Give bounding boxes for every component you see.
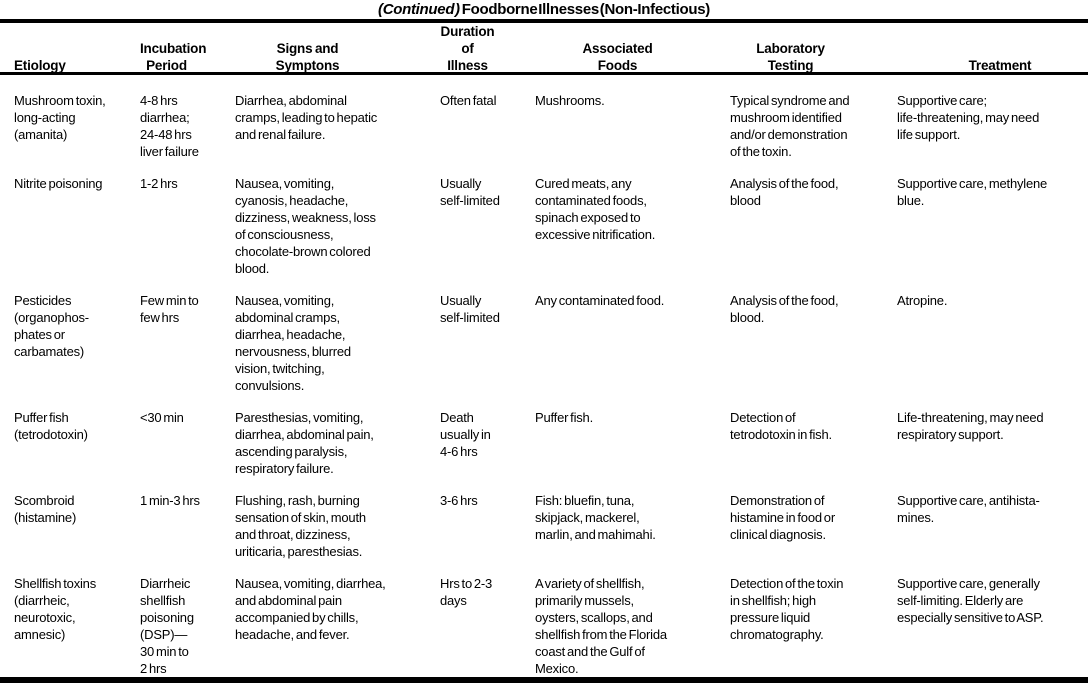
column-header-foods: Associated Foods [582, 41, 653, 73]
cell-foods: Any contaminated food. [535, 293, 665, 308]
cell-incubation: <30 min [140, 410, 184, 425]
cell-etiology: Pesticides (organophos- phates or carbam… [14, 293, 89, 359]
table-row: Scombroid (histamine) 1 min-3 hrs Flushi… [0, 492, 1088, 560]
column-header-incubation: Incubation Period [140, 41, 207, 73]
cell-foods: A variety of shellfish, primarily mussel… [535, 576, 667, 676]
cell-duration: Death usually in 4-6 hrs [440, 410, 491, 459]
table-row: Pesticides (organophos- phates or carbam… [0, 292, 1088, 394]
cell-duration: Often fatal [440, 93, 497, 108]
cell-signs: Flushing, rash, burning sensation of ski… [235, 493, 366, 559]
cell-etiology: Scombroid (histamine) [14, 493, 77, 525]
cell-lab: Detection of tetrodotoxin in fish. [730, 410, 832, 442]
cell-incubation: Diarrheic shellfish poisoning (DSP)— 30 … [140, 576, 194, 676]
cell-etiology: Mushroom toxin, long-acting (amanita) [14, 93, 106, 142]
table-row: Mushroom toxin, long-acting (amanita) 4-… [0, 92, 1088, 160]
table-row: Nitrite poisoning 1-2 hrs Nausea, vomiti… [0, 175, 1088, 277]
cell-signs: Nausea, vomiting, cyanosis, headache, di… [235, 176, 376, 276]
title-continued-label: (Continued ) [378, 1, 460, 18]
top-rule [0, 19, 1088, 23]
cell-foods: Mushrooms. [535, 93, 605, 108]
cell-lab: Analysis of the food, blood. [730, 293, 839, 325]
cell-lab: Analysis of the food, blood [730, 176, 839, 208]
header-rule [0, 72, 1088, 75]
cell-etiology: Nitrite poisoning [14, 176, 103, 191]
cell-treatment: Supportive care, methylene blue. [897, 176, 1048, 208]
title-main-label: Foodborne Illnesses (Non-Infectious) [461, 1, 711, 18]
cell-signs: Paresthesias, vomiting, diarrhea, abdomi… [235, 410, 374, 476]
cell-foods: Cured meats, any contaminated foods, spi… [535, 176, 656, 242]
cell-duration: Hrs to 2-3 days [440, 576, 493, 608]
cell-foods: Puffer fish. [535, 410, 594, 425]
bottom-rule [0, 677, 1088, 683]
table-row: Puffer fish (tetrodotoxin) <30 min Pares… [0, 409, 1088, 477]
cell-treatment: Life-threatening, may need respiratory s… [897, 410, 1044, 442]
cell-treatment: Supportive care; life-threatening, may n… [897, 93, 1040, 142]
cell-incubation: 4-8 hrs diarrhea; 24-48 hrs liver failur… [140, 93, 199, 159]
cell-incubation: 1-2 hrs [140, 176, 178, 191]
column-header-etiology: Etiology [14, 58, 66, 73]
cell-foods: Fish: bluefin, tuna, skipjack, mackerel,… [535, 493, 656, 542]
cell-etiology: Puffer fish (tetrodotoxin) [14, 410, 88, 442]
cell-signs: Nausea, vomiting, diarrhea, and abdomina… [235, 576, 386, 642]
cell-signs: Nausea, vomiting, abdominal cramps, diar… [235, 293, 351, 393]
column-header-duration: Duration of Illness [440, 24, 495, 73]
cell-lab: Typical syndrome and mushroom identified… [730, 93, 850, 159]
column-header-treatment: Treatment [968, 58, 1032, 73]
table-header-row: Etiology Incubation Period Signs and Sym… [0, 23, 1088, 73]
cell-incubation: Few min to few hrs [140, 293, 199, 325]
cell-lab: Detection of the toxin in shellfish; hig… [730, 576, 844, 642]
column-header-lab: Laboratory Testing [756, 41, 825, 73]
cell-duration: Usually self-limited [440, 176, 500, 208]
cell-etiology: Shellfish toxins (diarrheic, neurotoxic,… [14, 576, 97, 642]
cell-duration: Usually self-limited [440, 293, 500, 325]
cell-incubation: 1 min-3 hrs [140, 493, 200, 508]
cell-treatment: Supportive care, generally self-limiting… [897, 576, 1044, 625]
cell-treatment: Supportive care, antihista- mines. [897, 493, 1040, 525]
table-row: Shellfish toxins (diarrheic, neurotoxic,… [0, 575, 1088, 677]
table-title: (Continued ) Foodborne Illnesses (Non-Inf… [0, 0, 1088, 19]
cell-treatment: Atropine. [897, 293, 948, 308]
table-body: Mushroom toxin, long-acting (amanita) 4-… [0, 75, 1088, 677]
cell-signs: Diarrhea, abdominal cramps, leading to h… [235, 93, 378, 142]
cell-duration: 3-6 hrs [440, 493, 478, 508]
cell-lab: Demonstration of histamine in food or cl… [730, 493, 835, 542]
column-header-signs: Signs and Symptons [275, 41, 340, 73]
